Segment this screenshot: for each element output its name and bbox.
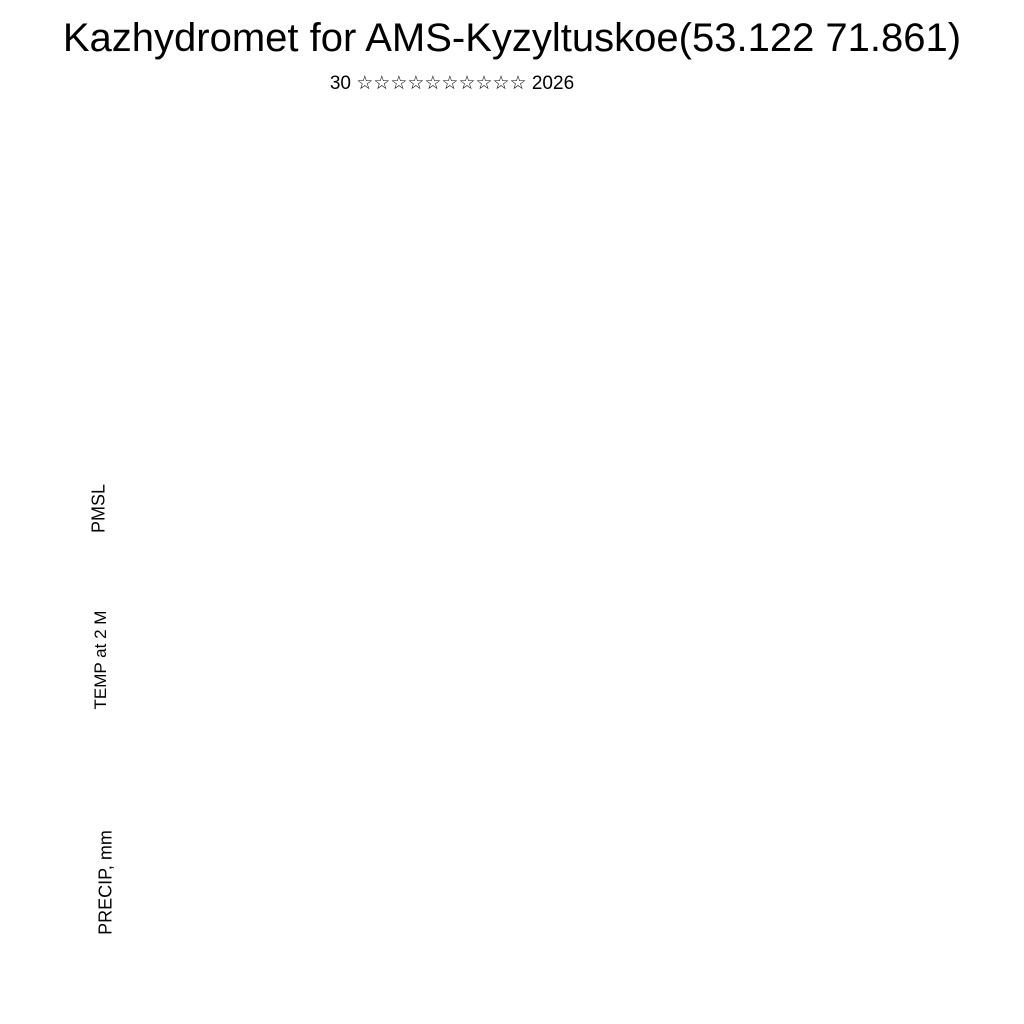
colorbar-tick-labels — [1007, 110, 1024, 416]
panel-date-title: 30 ☆☆☆☆☆☆☆☆☆☆ 2026 — [329, 73, 575, 94]
temperature-colorbar — [980, 110, 1001, 415]
precip-axis-label: PRECIP, mm — [95, 830, 116, 935]
page-title: Kazhydromet for AMS-Kyzyltuskoe(53.122 7… — [62, 16, 962, 60]
temp2m-axis-label: TEMP at 2 M — [91, 610, 110, 710]
pmsl-axis-label: PMSL — [88, 483, 109, 534]
